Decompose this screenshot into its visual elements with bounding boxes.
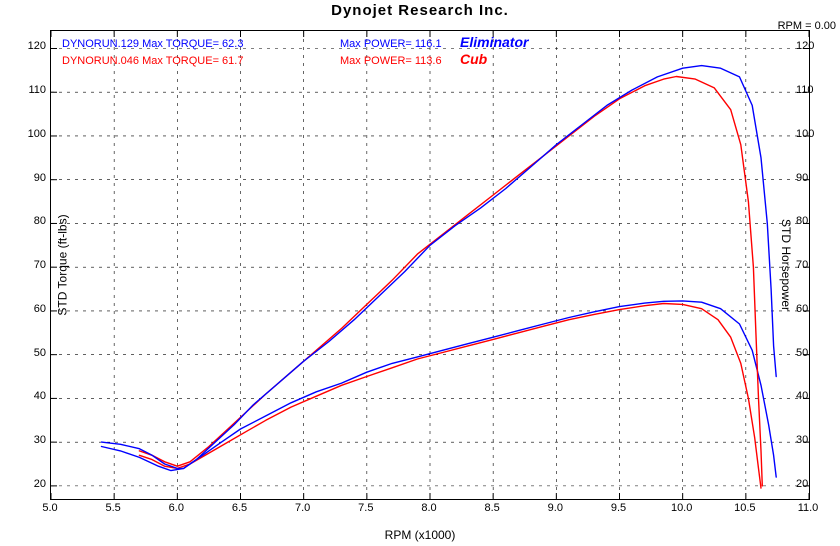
ytick-left-label: 70	[24, 259, 46, 271]
ytick-left-label: 100	[24, 128, 46, 140]
ytick-left-label: 90	[24, 172, 46, 184]
chart-title: Dynojet Research Inc.	[0, 2, 840, 19]
legend-row-b-torque: DYNORUN.046 Max TORQUE= 61.7	[62, 55, 243, 67]
xtick-label: 8.5	[485, 502, 500, 514]
xtick-label: 10.0	[671, 502, 692, 514]
legend-row-a-power: Max POWER= 116.1	[340, 38, 442, 50]
legend-a-torque-text: DYNORUN.129 Max TORQUE= 62.3	[62, 38, 243, 50]
legend-a-power-text: Max POWER= 116.1	[340, 38, 442, 50]
ytick-right-label: 40	[796, 390, 818, 402]
xtick-label: 6.0	[169, 502, 184, 514]
ytick-right-label: 120	[796, 40, 818, 52]
xtick-label: 7.5	[358, 502, 373, 514]
ytick-left-label: 50	[24, 347, 46, 359]
ytick-right-label: 50	[796, 347, 818, 359]
ytick-left-label: 60	[24, 303, 46, 315]
ytick-right-label: 90	[796, 172, 818, 184]
xtick-label: 6.5	[232, 502, 247, 514]
xtick-label: 9.5	[611, 502, 626, 514]
xtick-label: 8.0	[421, 502, 436, 514]
chart-svg	[51, 31, 809, 499]
ytick-right-label: 60	[796, 303, 818, 315]
ytick-right-label: 110	[796, 84, 818, 96]
xtick-label: 7.0	[295, 502, 310, 514]
legend-b-power-text: Max POWER= 113.6	[340, 55, 442, 67]
xtick-label: 5.5	[106, 502, 121, 514]
xtick-label: 9.0	[548, 502, 563, 514]
legend-b-torque-text: DYNORUN.046 Max TORQUE= 61.7	[62, 55, 243, 67]
ytick-left-label: 120	[24, 40, 46, 52]
dyno-chart-page: Dynojet Research Inc. RPM = 0.00 STD Tor…	[0, 0, 840, 546]
legend-row-a-torque: DYNORUN.129 Max TORQUE= 62.3	[62, 38, 243, 50]
annotation-eliminator: Eliminator	[460, 34, 528, 50]
ytick-right-label: 30	[796, 434, 818, 446]
annotation-cub: Cub	[460, 51, 487, 67]
xtick-label: 11.0	[798, 502, 819, 514]
ytick-left-label: 20	[24, 478, 46, 490]
ytick-right-label: 20	[796, 478, 818, 490]
ytick-right-label: 100	[796, 128, 818, 140]
ytick-right-label: 70	[796, 259, 818, 271]
xtick-label: 5.0	[42, 502, 57, 514]
ytick-left-label: 30	[24, 434, 46, 446]
legend-row-b-power: Max POWER= 113.6	[340, 55, 442, 67]
ytick-right-label: 80	[796, 215, 818, 227]
ytick-left-label: 80	[24, 215, 46, 227]
plot-area	[50, 30, 810, 500]
ytick-left-label: 40	[24, 390, 46, 402]
ytick-left-label: 110	[24, 84, 46, 96]
xtick-label: 10.5	[734, 502, 755, 514]
x-axis-label: RPM (x1000)	[0, 528, 840, 542]
